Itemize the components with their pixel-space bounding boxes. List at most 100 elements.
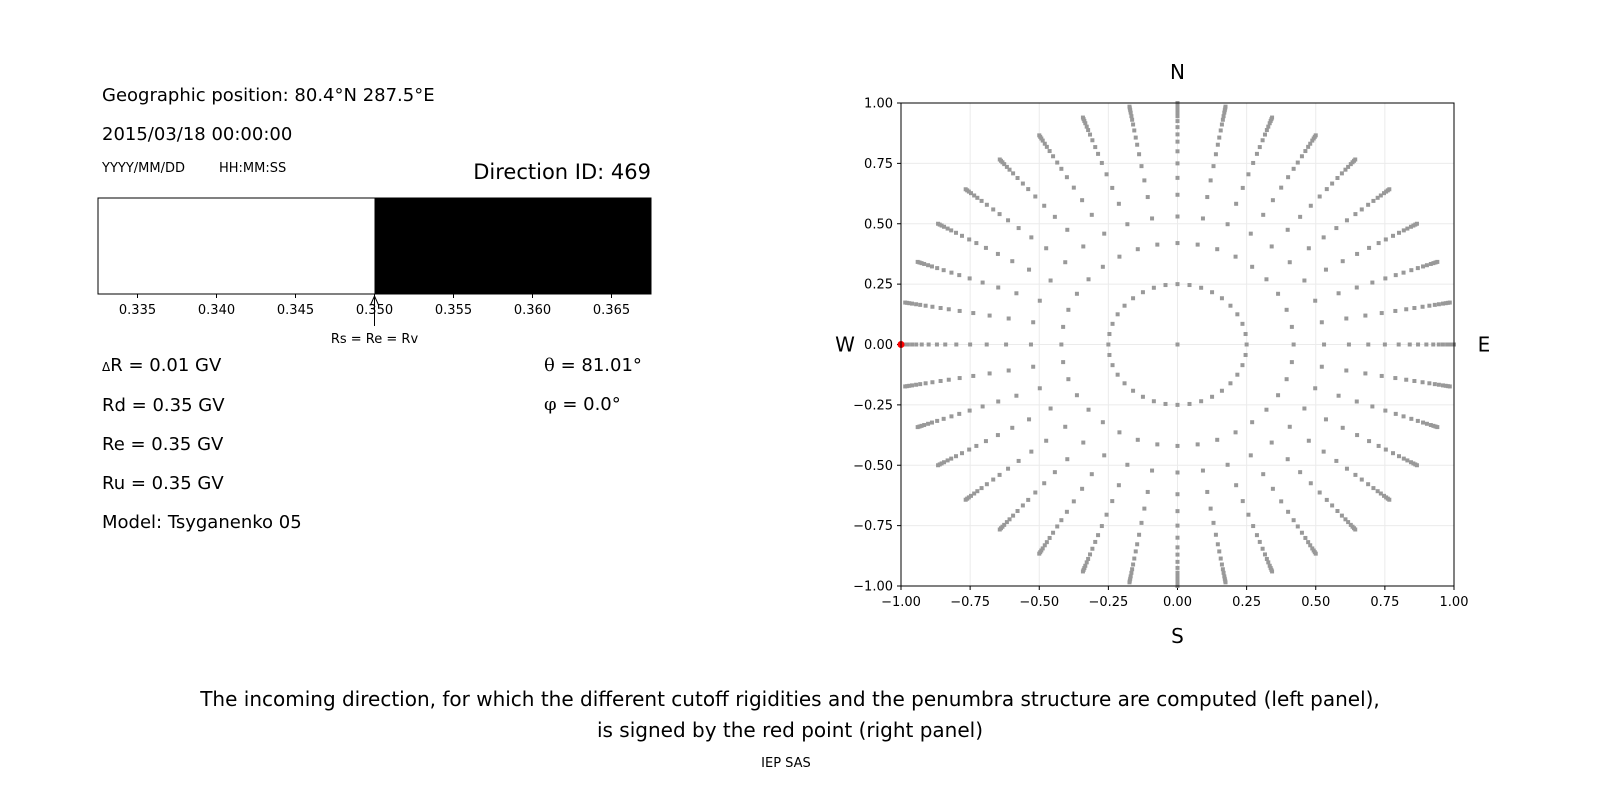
direction-point	[1007, 167, 1012, 172]
direction-point	[1006, 466, 1011, 471]
direction-point	[1323, 417, 1328, 422]
direction-point	[1081, 440, 1086, 445]
direction-point	[1396, 342, 1401, 347]
x-tick-label: 0.75	[1370, 595, 1399, 610]
direction-point	[919, 423, 924, 428]
direction-point	[1298, 470, 1303, 475]
theta: θ = 81.01°	[544, 355, 642, 376]
direction-point	[1287, 260, 1292, 265]
direction-point	[1033, 194, 1038, 199]
direction-point	[903, 300, 908, 305]
x-tick-label: 0.00	[1163, 595, 1192, 610]
direction-point	[1308, 481, 1313, 486]
direction-point	[1334, 458, 1339, 463]
direction-point	[1026, 497, 1031, 502]
direction-point	[1285, 457, 1290, 462]
direction-point	[1016, 458, 1021, 463]
direction-point	[1340, 259, 1345, 264]
direction-point	[1150, 216, 1155, 221]
direction-point	[1135, 437, 1140, 442]
direction-point	[1104, 512, 1109, 517]
direction-point	[1065, 227, 1070, 232]
direction-point	[1080, 486, 1085, 491]
direction-point	[1011, 171, 1016, 176]
direction-point	[1234, 201, 1239, 206]
direction-point	[1100, 420, 1105, 425]
direction-point	[1257, 145, 1262, 150]
direction-point	[1047, 149, 1052, 154]
direction-point	[929, 264, 934, 269]
direction-point	[923, 381, 928, 386]
direction-point	[1447, 300, 1452, 305]
direction-point	[1355, 251, 1360, 256]
direction-point	[1145, 489, 1150, 494]
y-tick-label: −1.00	[853, 580, 893, 595]
x-tick-label: 0.345	[277, 303, 314, 318]
direction-point	[1295, 160, 1300, 165]
direction-point	[945, 458, 950, 463]
caption-line-2: is signed by the red point (right panel)	[596, 718, 984, 742]
direction-point	[1215, 142, 1220, 147]
direction-point	[1195, 242, 1200, 247]
direction-point	[1396, 230, 1401, 235]
direction-point	[1334, 226, 1339, 231]
direction-point	[1264, 556, 1269, 561]
penumbra-segment	[374, 198, 651, 294]
direction-point	[1435, 259, 1440, 264]
direction-point	[1262, 552, 1267, 557]
delta-r: ΔR = 0.01 GV	[102, 355, 221, 376]
direction-point	[1044, 438, 1049, 443]
direction-point	[997, 472, 1002, 477]
direction-point	[946, 307, 951, 312]
direction-point	[1254, 533, 1259, 538]
direction-point	[1261, 212, 1266, 217]
direction-point	[1175, 570, 1180, 575]
y-tick-label: 0.00	[864, 338, 893, 353]
direction-point	[1080, 569, 1085, 574]
direction-scatter-chart: −1.00−1.00 −0.75 −0.75 −0.50 −0.50 −0.25 −0.25…	[835, 60, 1490, 648]
direction-point	[918, 302, 923, 307]
direction-point	[1424, 342, 1429, 347]
direction-point	[1175, 402, 1180, 407]
direction-point	[1440, 342, 1445, 347]
date-format: YYYY/MM/DD	[102, 161, 185, 176]
direction-point	[1261, 472, 1266, 477]
re: Re = 0.35 GV	[102, 434, 224, 455]
direction-point	[1246, 172, 1251, 177]
direction-point	[1262, 132, 1267, 137]
direction-point	[1130, 567, 1135, 572]
direction-point	[1040, 138, 1045, 143]
direction-point	[1248, 453, 1253, 458]
direction-point	[1264, 128, 1269, 133]
direction-point	[1175, 114, 1180, 119]
direction-point	[1330, 181, 1335, 186]
direction-point	[936, 221, 941, 226]
direction-point	[1383, 276, 1388, 281]
direction-point	[1346, 164, 1351, 169]
direction-point	[1037, 133, 1042, 138]
direction-point	[1096, 533, 1101, 538]
direction-point	[934, 342, 939, 347]
direction-point	[1279, 499, 1284, 504]
direction-point	[1407, 342, 1412, 347]
direction-point	[1248, 231, 1253, 236]
direction-point	[1135, 142, 1140, 147]
direction-point	[914, 302, 919, 307]
direction-point	[1363, 313, 1368, 318]
direction-point	[1222, 110, 1227, 115]
direction-point	[1116, 201, 1121, 206]
direction-point	[1339, 171, 1344, 176]
direction-point	[1383, 237, 1388, 242]
direction-point	[1257, 539, 1262, 544]
direction-point	[1175, 214, 1180, 219]
direction-point	[1396, 454, 1401, 459]
y-tick-label: −0.50	[853, 459, 893, 474]
direction-point	[1215, 247, 1220, 252]
ru: Ru = 0.35 GV	[102, 473, 224, 494]
direction-point	[1074, 291, 1079, 296]
direction-point	[1129, 570, 1134, 575]
direction-point	[1344, 368, 1349, 373]
direction-point	[1353, 472, 1358, 477]
direction-point	[1330, 503, 1335, 508]
